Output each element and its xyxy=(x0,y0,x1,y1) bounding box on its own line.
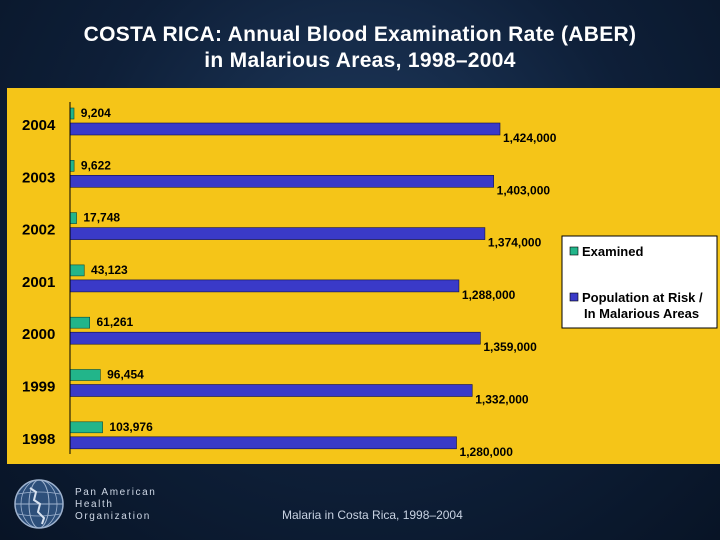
bar-population xyxy=(69,331,481,345)
data-label-examined: 103,976 xyxy=(109,420,153,434)
category-label: 2002 xyxy=(22,222,55,239)
bar-population xyxy=(69,175,494,188)
data-label-population: 1,374,000 xyxy=(488,236,542,250)
data-label-examined: 96,454 xyxy=(107,368,144,382)
data-label-population: 1,359,000 xyxy=(483,340,537,354)
data-label-population: 1,332,000 xyxy=(475,393,529,407)
org-line-1: Pan American xyxy=(75,487,157,498)
bar-examined xyxy=(69,316,90,329)
data-label-population: 1,424,000 xyxy=(503,131,557,145)
data-label-examined: 9,622 xyxy=(81,158,111,172)
org-line-2: Health xyxy=(75,499,114,510)
bar-chart: 2004 9,204 1,424,000 2003 9,622 1,403,000 2002… xyxy=(7,88,720,464)
bar-examined xyxy=(69,107,75,120)
organization-name: Pan American Health Organization xyxy=(75,487,156,523)
footer-caption: Malaria in Costa Rica, 1998–2004 xyxy=(282,508,463,522)
category-label: 2000 xyxy=(22,326,55,343)
bar-population xyxy=(69,122,501,136)
legend-label-population-line-2: In Malarious Areas xyxy=(584,306,699,321)
org-line-3: Organization xyxy=(75,511,151,522)
bar-population xyxy=(69,279,460,293)
category-label: 1998 xyxy=(22,431,55,448)
bar-examined xyxy=(69,160,75,172)
bar-examined xyxy=(69,264,85,277)
chart-title-line-2: in Malarious Areas, 1998–2004 xyxy=(204,49,516,72)
category-label: 2001 xyxy=(22,274,55,291)
data-label-population: 1,280,000 xyxy=(460,445,514,459)
bar-population xyxy=(69,227,486,240)
category-label: 2004 xyxy=(22,117,56,134)
legend-swatch-population xyxy=(569,292,579,302)
chart-title-line-1: COSTA RICA: Annual Blood Examination Rat… xyxy=(83,23,637,46)
data-label-examined: 61,261 xyxy=(96,315,133,329)
category-label: 2003 xyxy=(22,169,55,186)
data-label-examined: 43,123 xyxy=(91,263,128,277)
data-label-population: 1,403,000 xyxy=(497,183,551,197)
legend-swatch-examined xyxy=(569,246,579,256)
data-label-examined: 17,748 xyxy=(83,211,120,225)
legend-label-examined: Examined xyxy=(582,244,643,259)
bar-examined xyxy=(69,212,77,224)
data-label-examined: 9,204 xyxy=(81,106,111,120)
globe-logo-icon xyxy=(14,479,64,529)
bar-examined xyxy=(69,369,101,381)
bar-examined xyxy=(69,421,103,434)
chart-title: COSTA RICA: Annual Blood Examination Rat… xyxy=(0,22,720,74)
legend-box xyxy=(561,235,718,329)
category-label: 1999 xyxy=(22,379,55,396)
bar-population xyxy=(69,384,473,397)
chart-panel: 2004 9,204 1,424,000 2003 9,622 1,403,000 2002… xyxy=(7,88,720,464)
bar-population xyxy=(69,436,457,450)
data-label-population: 1,288,000 xyxy=(462,288,516,302)
legend-label-population-line-1: Population at Risk / xyxy=(582,290,703,305)
